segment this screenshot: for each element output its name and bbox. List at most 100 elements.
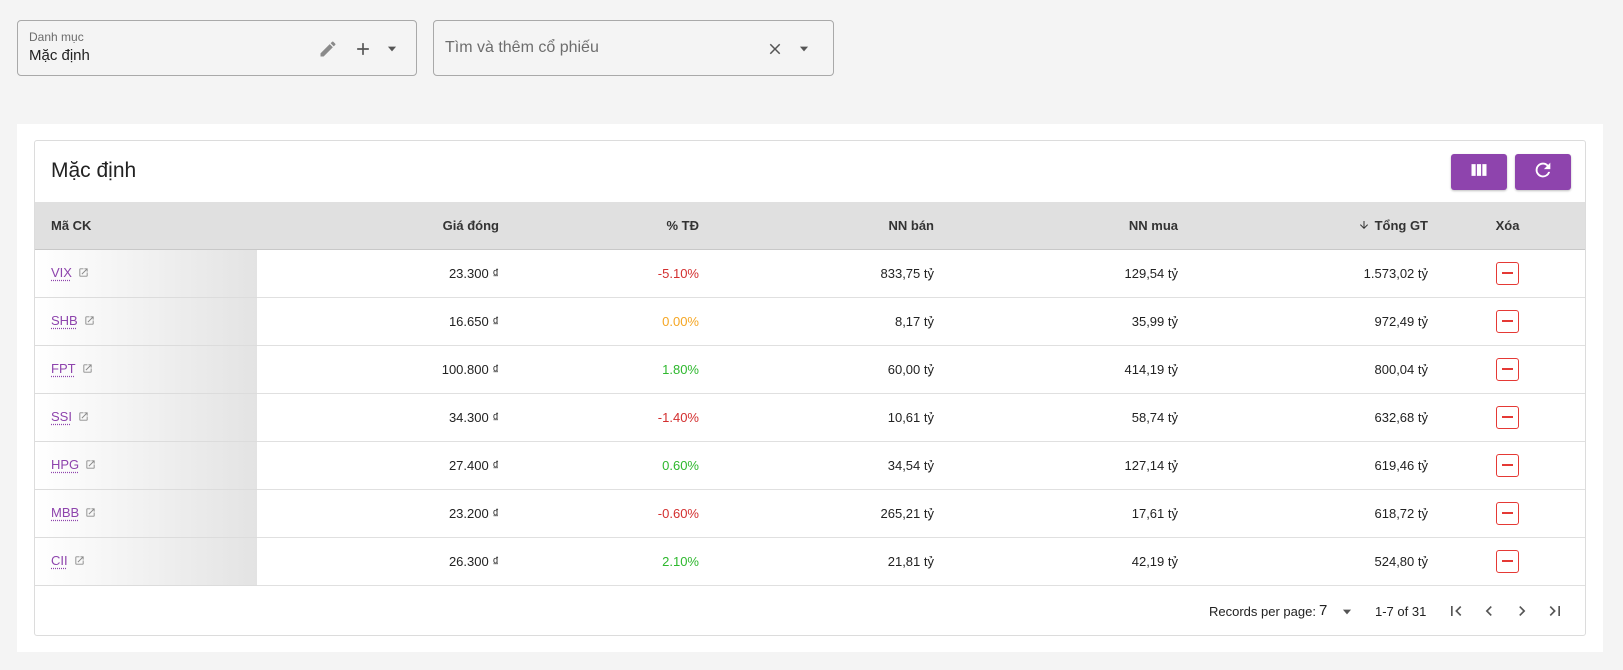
cell-ticker: SSI: [35, 393, 257, 442]
delete-button[interactable]: [1496, 453, 1519, 477]
cell-delete: [1428, 249, 1585, 298]
cell-nn-buy: 35,99 tỷ: [934, 297, 1178, 346]
cell-nn-sell: 60,00 tỷ: [699, 345, 934, 394]
last-page-icon[interactable]: [1543, 599, 1567, 623]
delete-button[interactable]: [1496, 549, 1519, 573]
records-per-page-value[interactable]: 7: [1319, 602, 1328, 619]
external-link-icon[interactable]: [78, 410, 89, 425]
refresh-icon: [1532, 159, 1554, 186]
ticker-link[interactable]: CII: [51, 553, 68, 568]
refresh-button[interactable]: [1515, 154, 1571, 190]
cell-close-price: 26.300 ₫: [257, 537, 499, 586]
cell-change: -5.10%: [499, 249, 699, 298]
cell-nn-buy: 127,14 tỷ: [934, 441, 1178, 490]
cell-ticker: MBB: [35, 489, 257, 538]
delete-button[interactable]: [1496, 501, 1519, 525]
header-nn-buy[interactable]: NN mua: [934, 202, 1178, 250]
cell-total-value: 524,80 tỷ: [1178, 537, 1428, 586]
header-close-price[interactable]: Giá đóng: [257, 202, 499, 250]
cell-nn-buy: 414,19 tỷ: [934, 345, 1178, 394]
external-link-icon[interactable]: [84, 314, 95, 329]
header-nn-sell[interactable]: NN bán: [699, 202, 934, 250]
watchlist-table: Mã CK Giá đóng % TĐ NN bán NN mua Tổng G…: [35, 202, 1585, 586]
cell-nn-buy: 42,19 tỷ: [934, 537, 1178, 586]
ticker-link[interactable]: FPT: [51, 361, 76, 376]
delete-button[interactable]: [1496, 309, 1519, 333]
header-total-value-label: Tổng GT: [1374, 217, 1428, 233]
minus-icon: [1502, 272, 1513, 274]
table-row: VIX 23.300 ₫ -5.10% 833,75 tỷ 129,54 tỷ 1.573…: [35, 249, 1585, 298]
cell-total-value: 619,46 tỷ: [1178, 441, 1428, 490]
cell-total-value: 632,68 tỷ: [1178, 393, 1428, 442]
minus-icon: [1502, 320, 1513, 322]
pagination-bar: Records per page: 7 1-7 of 31: [35, 586, 1585, 635]
cell-total-value: 618,72 tỷ: [1178, 489, 1428, 538]
ticker-link[interactable]: HPG: [51, 457, 80, 472]
cell-close-price: 100.800 ₫: [257, 345, 499, 394]
cell-nn-buy: 129,54 tỷ: [934, 249, 1178, 298]
header-ticker[interactable]: Mã CK: [35, 202, 257, 250]
external-link-icon[interactable]: [82, 362, 93, 377]
cell-delete: [1428, 345, 1585, 394]
cell-ticker: FPT: [35, 345, 257, 394]
next-page-icon[interactable]: [1510, 599, 1534, 623]
ticker-link[interactable]: VIX: [51, 265, 72, 280]
caret-down-icon[interactable]: [380, 37, 404, 61]
external-link-icon[interactable]: [85, 458, 96, 473]
category-label: Danh mục: [29, 30, 84, 44]
plus-icon[interactable]: [351, 37, 375, 61]
delete-button[interactable]: [1496, 405, 1519, 429]
header-delete: Xóa: [1428, 202, 1585, 250]
records-per-page-label: Records per page:: [1209, 604, 1316, 619]
external-link-icon[interactable]: [85, 506, 96, 521]
cell-total-value: 1.573,02 tỷ: [1178, 249, 1428, 298]
cell-delete: [1428, 537, 1585, 586]
external-link-icon[interactable]: [78, 266, 89, 281]
category-select[interactable]: Danh mục Mặc định: [17, 20, 417, 76]
cell-change: -0.60%: [499, 489, 699, 538]
table-row: HPG 27.400 ₫ 0.60% 34,54 tỷ 127,14 tỷ 619,46 …: [35, 441, 1585, 490]
cell-nn-buy: 17,61 tỷ: [934, 489, 1178, 538]
pencil-icon[interactable]: [316, 37, 340, 61]
header-change[interactable]: % TĐ: [499, 202, 699, 250]
cell-ticker: VIX: [35, 249, 257, 298]
table-row: SHB 16.650 ₫ 0.00% 8,17 tỷ 35,99 tỷ 972,49 tỷ: [35, 297, 1585, 346]
minus-icon: [1502, 560, 1513, 562]
ticker-link[interactable]: SHB: [51, 313, 78, 328]
cell-ticker: SHB: [35, 297, 257, 346]
caret-down-icon[interactable]: [1338, 603, 1356, 621]
delete-button[interactable]: [1496, 261, 1519, 285]
card-title: Mặc định: [51, 159, 137, 182]
cell-close-price: 34.300 ₫: [257, 393, 499, 442]
cell-nn-sell: 8,17 tỷ: [699, 297, 934, 346]
ticker-link[interactable]: SSI: [51, 409, 72, 424]
cell-change: -1.40%: [499, 393, 699, 442]
stock-search-field[interactable]: Tìm và thêm cổ phiếu: [433, 20, 834, 76]
cell-close-price: 16.650 ₫: [257, 297, 499, 346]
cell-delete: [1428, 441, 1585, 490]
cell-ticker: CII: [35, 537, 257, 586]
table-row: FPT 100.800 ₫ 1.80% 60,00 tỷ 414,19 tỷ 800,04…: [35, 345, 1585, 394]
first-page-icon[interactable]: [1444, 599, 1468, 623]
minus-icon: [1502, 416, 1513, 418]
cell-delete: [1428, 393, 1585, 442]
cell-nn-sell: 21,81 tỷ: [699, 537, 934, 586]
external-link-icon[interactable]: [74, 554, 85, 569]
header-total-value[interactable]: Tổng GT: [1178, 202, 1428, 250]
ticker-link[interactable]: MBB: [51, 505, 80, 520]
columns-icon: [1469, 160, 1489, 185]
search-placeholder: Tìm và thêm cổ phiếu: [445, 39, 599, 56]
cell-change: 2.10%: [499, 537, 699, 586]
minus-icon: [1502, 464, 1513, 466]
minus-icon: [1502, 368, 1513, 370]
close-icon[interactable]: [763, 37, 787, 61]
delete-button[interactable]: [1496, 357, 1519, 381]
table-row: MBB 23.200 ₫ -0.60% 265,21 tỷ 17,61 tỷ 618,72…: [35, 489, 1585, 538]
columns-button[interactable]: [1451, 154, 1507, 190]
cell-nn-sell: 34,54 tỷ: [699, 441, 934, 490]
table-row: SSI 34.300 ₫ -1.40% 10,61 tỷ 58,74 tỷ 632,68 …: [35, 393, 1585, 442]
prev-page-icon[interactable]: [1477, 599, 1501, 623]
caret-down-icon[interactable]: [792, 37, 816, 61]
table-header-row: Mã CK Giá đóng % TĐ NN bán NN mua Tổng G…: [35, 202, 1585, 250]
watchlist-card: Mặc định Mã CK Giá đóng % TĐ NN bán NN m…: [34, 140, 1586, 636]
